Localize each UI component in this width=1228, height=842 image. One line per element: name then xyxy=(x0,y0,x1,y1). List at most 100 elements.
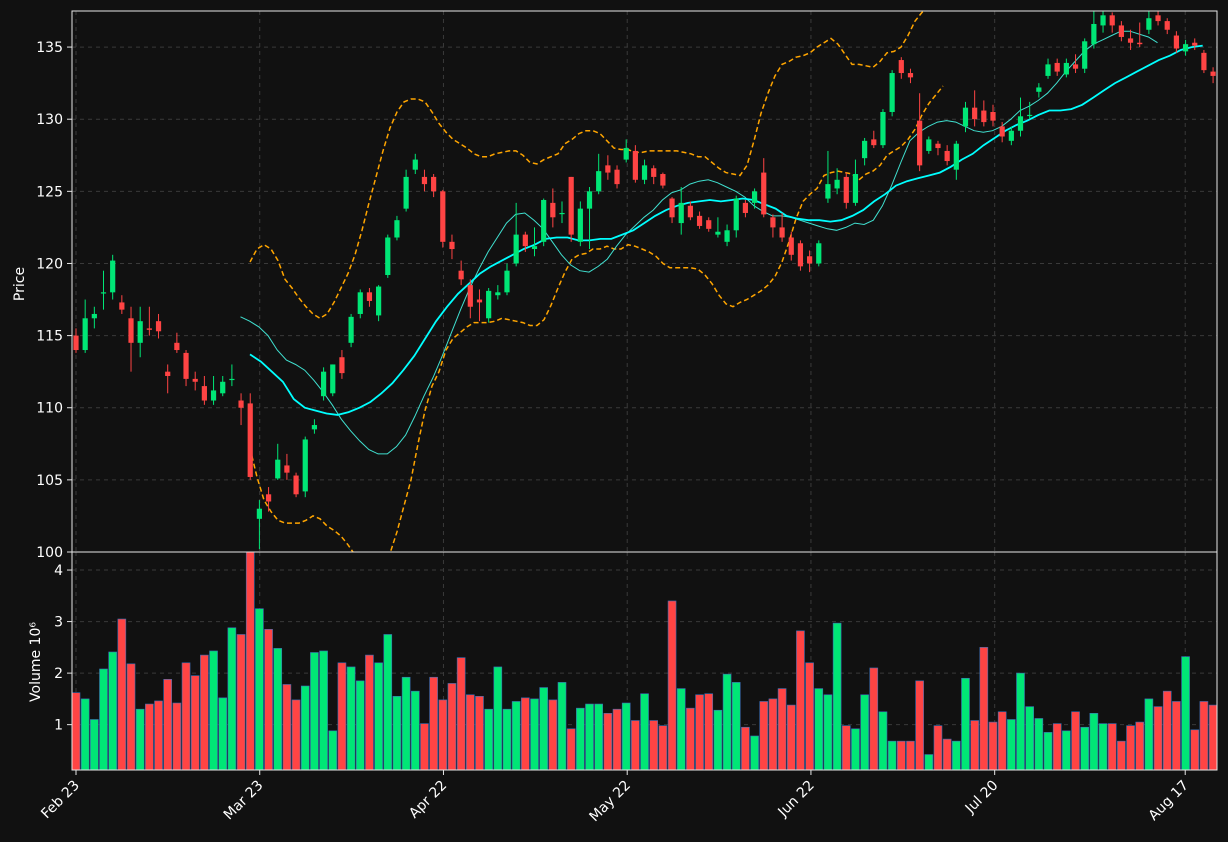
volume-bar xyxy=(612,708,622,771)
volume-bar xyxy=(887,740,897,771)
candle-body xyxy=(678,202,684,224)
volume-bar xyxy=(1117,740,1126,771)
volume-bar xyxy=(291,699,301,771)
candle-body xyxy=(82,318,88,351)
volume-bar xyxy=(1080,726,1089,771)
candle-body xyxy=(1027,114,1033,117)
volume-bar xyxy=(456,657,466,771)
candle-body xyxy=(981,110,987,123)
candle-body xyxy=(265,494,272,502)
moving-averages xyxy=(240,30,1203,455)
volume-bar xyxy=(759,701,769,771)
volume-bar xyxy=(988,721,998,771)
candle-body xyxy=(311,425,318,430)
volume-bar xyxy=(218,697,228,771)
candle-body xyxy=(733,198,739,231)
candle-body xyxy=(889,73,895,112)
volume-bar xyxy=(1071,711,1080,771)
volume-bar xyxy=(172,702,182,771)
candle-body xyxy=(293,475,299,495)
volume-bar xyxy=(841,725,851,771)
volume-bar xyxy=(310,652,319,771)
candle-body xyxy=(724,230,730,242)
volume-bar xyxy=(355,680,365,771)
candle-body xyxy=(357,292,363,314)
volume-bar xyxy=(1007,719,1016,771)
candle-body xyxy=(696,215,703,226)
candle-body xyxy=(651,168,657,177)
candle-body xyxy=(366,292,373,301)
volume-bar xyxy=(814,688,824,771)
candle-body xyxy=(779,227,785,238)
volume-bar xyxy=(300,685,310,771)
volume-bar xyxy=(713,709,723,771)
candle-body xyxy=(917,120,923,166)
price-tick-label: 100 xyxy=(36,545,63,561)
volume-bar xyxy=(1052,723,1062,771)
volume-bar xyxy=(741,726,750,771)
candle-body xyxy=(495,292,501,296)
candle-body xyxy=(449,241,455,250)
candle-body xyxy=(797,243,804,267)
volume-bar xyxy=(328,730,338,771)
volume-bar xyxy=(108,651,117,771)
volume-bar xyxy=(832,622,842,771)
volume-bar xyxy=(915,680,924,771)
volume-bar xyxy=(1089,713,1099,771)
candle-body xyxy=(862,140,868,159)
volume-bar xyxy=(594,703,603,771)
candle-body xyxy=(596,171,602,192)
candle-body xyxy=(247,403,253,477)
volume-bar xyxy=(658,725,668,771)
candle-body xyxy=(687,205,693,218)
candle-body xyxy=(412,159,418,170)
volume-tick-label: 1 xyxy=(54,718,63,734)
volume-bar xyxy=(631,720,640,771)
volume-bar xyxy=(1181,656,1190,771)
volume-bar xyxy=(135,708,145,771)
volume-bar xyxy=(1135,721,1145,771)
candle-body xyxy=(962,107,969,127)
price-axis-label: Price xyxy=(12,267,28,301)
candle-body xyxy=(807,256,813,264)
candle-body xyxy=(1127,38,1134,43)
candle-body xyxy=(146,328,152,330)
candle-body xyxy=(935,143,941,149)
volume-bar xyxy=(99,668,108,771)
volume-bar xyxy=(1190,729,1200,771)
candle-body xyxy=(1054,62,1060,72)
candle-body xyxy=(1100,15,1106,26)
volume-bar xyxy=(686,707,695,771)
volume-bar xyxy=(1153,706,1163,771)
volume-bar xyxy=(273,648,283,771)
candle-body xyxy=(91,313,97,319)
volume-bar xyxy=(603,713,613,771)
price-tick-label: 115 xyxy=(36,329,63,345)
candle-body xyxy=(165,371,171,376)
volume-bar xyxy=(71,692,81,771)
volume-tick-label: 3 xyxy=(54,615,63,631)
volume-bar xyxy=(942,738,952,771)
candle-body xyxy=(128,318,134,343)
candle-body xyxy=(568,176,574,235)
volume-bar xyxy=(117,618,127,771)
candle-body xyxy=(834,179,840,189)
volume-bar xyxy=(548,699,558,771)
candle-body xyxy=(751,191,758,203)
volume-bar xyxy=(282,684,292,771)
volume-bar xyxy=(245,551,255,771)
bollinger-bands xyxy=(249,11,944,552)
candle-body xyxy=(192,378,198,382)
volume-bar xyxy=(181,662,191,771)
volume-bar xyxy=(264,629,273,771)
candle-body xyxy=(972,107,978,120)
volume-bar xyxy=(896,740,906,771)
volume-bar xyxy=(80,698,90,771)
candle-body xyxy=(623,148,629,160)
volume-bar xyxy=(447,683,457,771)
candle-body xyxy=(201,386,207,401)
volume-bar xyxy=(1162,690,1172,771)
candle-body xyxy=(330,364,336,394)
volume-bar xyxy=(576,707,585,771)
candle-body xyxy=(1045,64,1051,76)
